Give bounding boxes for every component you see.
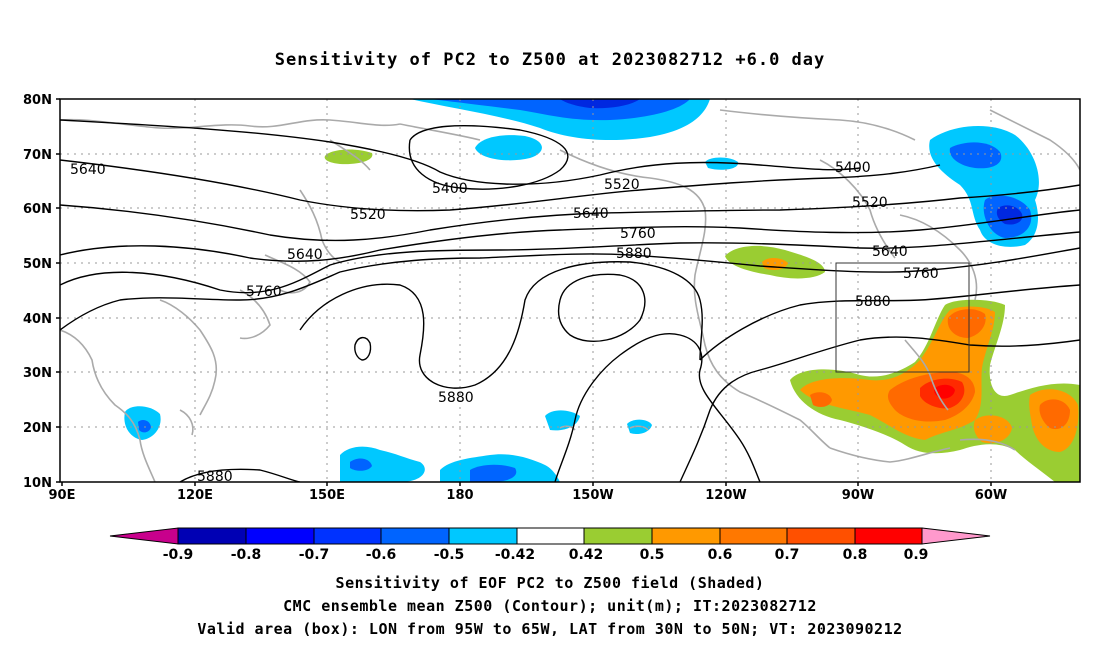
colorbar-label: 0.42: [569, 547, 604, 560]
colorbar-label: -0.7: [299, 547, 330, 560]
shade-neg-bering: [475, 135, 542, 161]
lat-label: 80N: [23, 93, 52, 108]
colorbar-label: 0.7: [775, 547, 800, 560]
contour-label: 5640: [287, 247, 323, 263]
shade-neg-alaska: [705, 157, 739, 170]
colorbar-segment: [313, 527, 382, 545]
shade-neg-tropic1-mid: [350, 458, 372, 471]
contour-label: 5760: [246, 284, 282, 300]
colorbar-max-triangle: [921, 527, 991, 545]
lon-label: 120W: [705, 488, 746, 503]
tick-marks: [56, 98, 992, 486]
shade-pos-eastus-red-core: [934, 384, 955, 399]
contour-label: 5640: [70, 162, 106, 178]
colorbar-segment: [516, 527, 585, 545]
colorbar-segment: [177, 527, 247, 545]
contour-value-labels: 5640 5400 5520 5520 5640 5760 5880 5400 …: [70, 160, 939, 485]
shade-neg-scs-mid: [138, 419, 151, 433]
lat-label: 40N: [23, 312, 52, 327]
lon-label: 150W: [572, 488, 613, 503]
lon-label: 150E: [309, 488, 345, 503]
colorbar-label: -0.6: [366, 547, 397, 560]
colorbar-label: -0.9: [163, 547, 194, 560]
lat-labels: 80N 70N 60N 50N 40N 30N 20N 10N: [23, 93, 52, 491]
contour-label: 5880: [438, 390, 474, 406]
coastlines: [60, 109, 1080, 482]
lat-label: 20N: [23, 421, 52, 436]
shade-pos-caribbean-orange: [973, 415, 1012, 444]
shade-pos-ne-darkorange: [947, 309, 986, 338]
lon-label: 120E: [177, 488, 213, 503]
colorbar-segment: [380, 527, 450, 545]
shade-pos-westgulf-darkorange: [810, 392, 832, 408]
valid-area-box: [835, 262, 970, 373]
lat-label: 60N: [23, 202, 52, 217]
shade-neg-midpac1: [545, 410, 580, 431]
colorbar-segment: [245, 527, 315, 545]
caption-valid-area: Valid area (box): LON from 95W to 65W, L…: [197, 620, 903, 638]
contour-label: 5640: [872, 244, 908, 260]
shade-pos-atlantic-darkorange: [1039, 399, 1070, 430]
colorbar-label: -0.42: [495, 547, 535, 560]
colorbar-label: -0.5: [434, 547, 465, 560]
contour-label: 5760: [903, 266, 939, 282]
colorbar: -0.9 -0.8 -0.7 -0.6 -0.5 -0.42 0.42 0.5 …: [109, 527, 991, 560]
colorbar-min-triangle: [109, 527, 179, 545]
colorbar-label: 0.8: [843, 547, 868, 560]
colorbar-label: -0.8: [231, 547, 262, 560]
caption-shading: Sensitivity of EOF PC2 to Z500 field (Sh…: [335, 574, 765, 592]
sensitivity-map: 80N 70N 60N 50N 40N 30N 20N 10N 90E 120E…: [23, 93, 1081, 560]
lat-label: 30N: [23, 366, 52, 381]
colorbar-segment: [583, 527, 653, 545]
lon-label: 90W: [842, 488, 874, 503]
lon-labels: 90E 120E 150E 180 150W 120W 90W 60W: [49, 488, 1008, 503]
colorbar-label: 0.9: [904, 547, 929, 560]
chart-title: Sensitivity of PC2 to Z500 at 2023082712…: [274, 50, 826, 70]
shade-neg-tropic1: [340, 446, 425, 482]
negative-sensitivity-shading: [124, 99, 1039, 482]
contour-label: 5640: [573, 206, 609, 222]
contour-label: 5400: [432, 181, 468, 197]
map-frame: [59, 98, 1081, 483]
shade-neg-tropic2-mid: [470, 464, 517, 482]
contour-label: 5400: [835, 160, 871, 176]
shade-neg-arctic-dark: [560, 99, 640, 109]
lat-label: 50N: [23, 257, 52, 272]
lat-label: 10N: [23, 476, 52, 491]
lon-label: 60W: [975, 488, 1007, 503]
colorbar-segment: [854, 527, 923, 545]
contour-label: 5520: [604, 177, 640, 193]
contour-label: 5880: [197, 469, 233, 485]
lon-label: 180: [446, 488, 473, 503]
colorbar-label: 0.5: [640, 547, 665, 560]
colorbar-label: 0.6: [708, 547, 733, 560]
lon-label: 90E: [49, 488, 76, 503]
caption-contour: CMC ensemble mean Z500 (Contour); unit(m…: [283, 597, 817, 615]
colorbar-segment: [448, 527, 518, 545]
colorbar-segment: [651, 527, 721, 545]
z500-contours: [60, 119, 1080, 482]
contour-label: 5880: [855, 294, 891, 310]
contour-label: 5760: [620, 226, 656, 242]
colorbar-segment: [786, 527, 856, 545]
contour-label: 5520: [852, 195, 888, 211]
colorbar-segment: [719, 527, 788, 545]
shade-neg-greenland-mid: [949, 142, 1002, 169]
contour-label: 5520: [350, 207, 386, 223]
contour-label: 5880: [616, 246, 652, 262]
lat-label: 70N: [23, 148, 52, 163]
